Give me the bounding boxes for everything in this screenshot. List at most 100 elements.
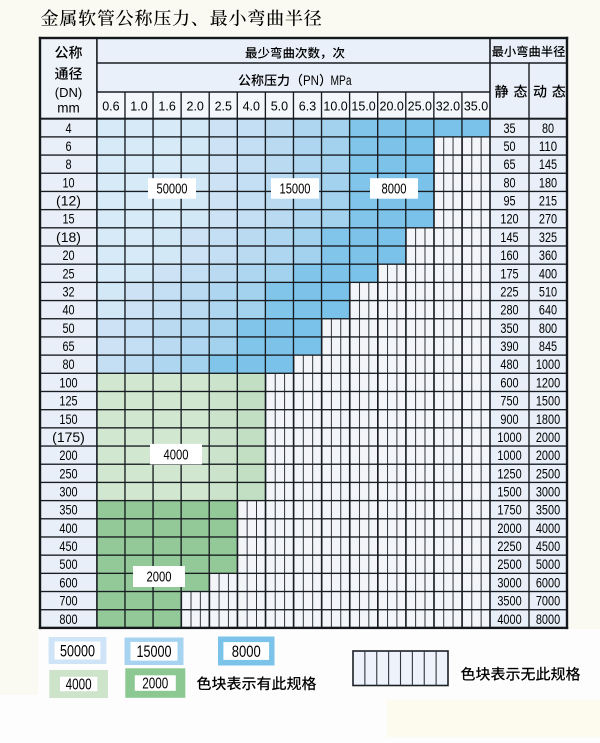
svg-text:2.5: 2.5 [215, 99, 232, 113]
svg-text:mm: mm [57, 101, 80, 116]
svg-text:5.0: 5.0 [271, 99, 288, 113]
svg-text:4000: 4000 [536, 520, 560, 536]
svg-text:4000: 4000 [497, 611, 521, 627]
svg-text:2000: 2000 [536, 447, 560, 463]
svg-text:510: 510 [539, 284, 557, 300]
svg-text:40: 40 [62, 302, 74, 318]
svg-text:800: 800 [59, 611, 77, 627]
svg-text:800: 800 [539, 320, 557, 336]
svg-text:PN: PN [303, 73, 319, 88]
svg-text:1.0: 1.0 [130, 99, 147, 113]
svg-text:50000: 50000 [60, 642, 95, 660]
svg-text:1250: 1250 [497, 465, 521, 481]
svg-text:4000: 4000 [164, 447, 189, 463]
svg-text:1.6: 1.6 [158, 99, 175, 113]
svg-text:2500: 2500 [497, 556, 521, 572]
svg-text:200: 200 [59, 447, 77, 463]
svg-text:3000: 3000 [497, 574, 521, 590]
svg-text:640: 640 [539, 302, 557, 318]
svg-text:350: 350 [500, 320, 518, 336]
svg-text:65: 65 [503, 156, 515, 172]
svg-text:120: 120 [500, 211, 518, 227]
svg-text:20.0: 20.0 [380, 99, 404, 113]
svg-text:180: 180 [539, 174, 557, 190]
svg-text:50000: 50000 [157, 182, 188, 198]
svg-text:32: 32 [62, 284, 74, 300]
svg-text:8000: 8000 [536, 611, 560, 627]
svg-text:100: 100 [59, 374, 77, 390]
svg-text:2000: 2000 [142, 676, 168, 693]
svg-text:145: 145 [539, 156, 557, 172]
svg-text:15000: 15000 [280, 182, 311, 198]
svg-text:(12): (12) [56, 193, 81, 209]
svg-text:25.0: 25.0 [408, 99, 432, 113]
svg-text:1000: 1000 [536, 356, 560, 372]
svg-text:360: 360 [539, 247, 557, 263]
svg-text:80: 80 [503, 174, 515, 190]
svg-text:25: 25 [62, 265, 74, 281]
svg-text:2000: 2000 [497, 520, 521, 536]
svg-text:(18): (18) [56, 229, 81, 245]
svg-text:8000: 8000 [232, 643, 261, 661]
svg-text:4000: 4000 [66, 677, 92, 694]
svg-text:5000: 5000 [536, 556, 560, 572]
svg-text:270: 270 [539, 211, 557, 227]
svg-text:3000: 3000 [536, 484, 560, 500]
svg-text:80: 80 [62, 356, 74, 372]
svg-text:700: 700 [59, 593, 77, 609]
svg-text:175: 175 [500, 265, 518, 281]
svg-text:845: 845 [539, 338, 557, 354]
svg-text:15000: 15000 [137, 643, 172, 661]
svg-text:35.0: 35.0 [464, 99, 488, 113]
svg-text:400: 400 [59, 520, 77, 536]
svg-text:3500: 3500 [497, 593, 521, 609]
svg-text:65: 65 [62, 338, 74, 354]
svg-text:1000: 1000 [497, 429, 521, 445]
svg-text:20: 20 [62, 247, 74, 263]
svg-text:7000: 7000 [536, 593, 560, 609]
svg-text:325: 325 [539, 229, 557, 245]
svg-text:2000: 2000 [536, 429, 560, 445]
svg-text:32.0: 32.0 [436, 99, 460, 113]
svg-text:1000: 1000 [497, 447, 521, 463]
svg-text:900: 900 [500, 411, 518, 427]
svg-text:2000: 2000 [147, 570, 172, 586]
svg-text:600: 600 [500, 374, 518, 390]
svg-text:50: 50 [503, 138, 515, 154]
svg-text:480: 480 [500, 356, 518, 372]
svg-text:6000: 6000 [536, 574, 560, 590]
svg-text:0.6: 0.6 [102, 99, 119, 113]
svg-text:10: 10 [62, 174, 74, 190]
svg-text:35: 35 [503, 120, 515, 136]
svg-text:3500: 3500 [536, 502, 560, 518]
svg-text:4.0: 4.0 [243, 99, 260, 113]
svg-text:400: 400 [539, 265, 557, 281]
svg-text:8: 8 [65, 156, 71, 172]
svg-text:145: 145 [500, 229, 518, 245]
svg-text:110: 110 [539, 138, 557, 154]
svg-text:125: 125 [59, 393, 77, 409]
svg-text:450: 450 [59, 538, 77, 554]
svg-text:215: 215 [539, 193, 557, 209]
svg-text:MPa: MPa [331, 73, 352, 88]
svg-text:4500: 4500 [536, 538, 560, 554]
svg-text:280: 280 [500, 302, 518, 318]
svg-text:1500: 1500 [497, 484, 521, 500]
svg-text:1750: 1750 [497, 502, 521, 518]
svg-text:2.0: 2.0 [187, 99, 204, 113]
svg-text:250: 250 [59, 465, 77, 481]
svg-text:50: 50 [62, 320, 74, 336]
svg-text:8000: 8000 [382, 182, 407, 198]
svg-text:2250: 2250 [497, 538, 521, 554]
svg-text:2500: 2500 [536, 465, 560, 481]
svg-text:390: 390 [500, 338, 518, 354]
svg-text:160: 160 [500, 247, 518, 263]
svg-text:150: 150 [59, 411, 77, 427]
svg-text:15: 15 [62, 211, 74, 227]
svg-text:80: 80 [542, 120, 554, 136]
svg-text:(DN): (DN) [55, 85, 82, 100]
svg-text:10.0: 10.0 [323, 99, 347, 113]
svg-text:350: 350 [59, 502, 77, 518]
svg-text:6: 6 [65, 138, 71, 154]
svg-text:4: 4 [65, 120, 71, 136]
